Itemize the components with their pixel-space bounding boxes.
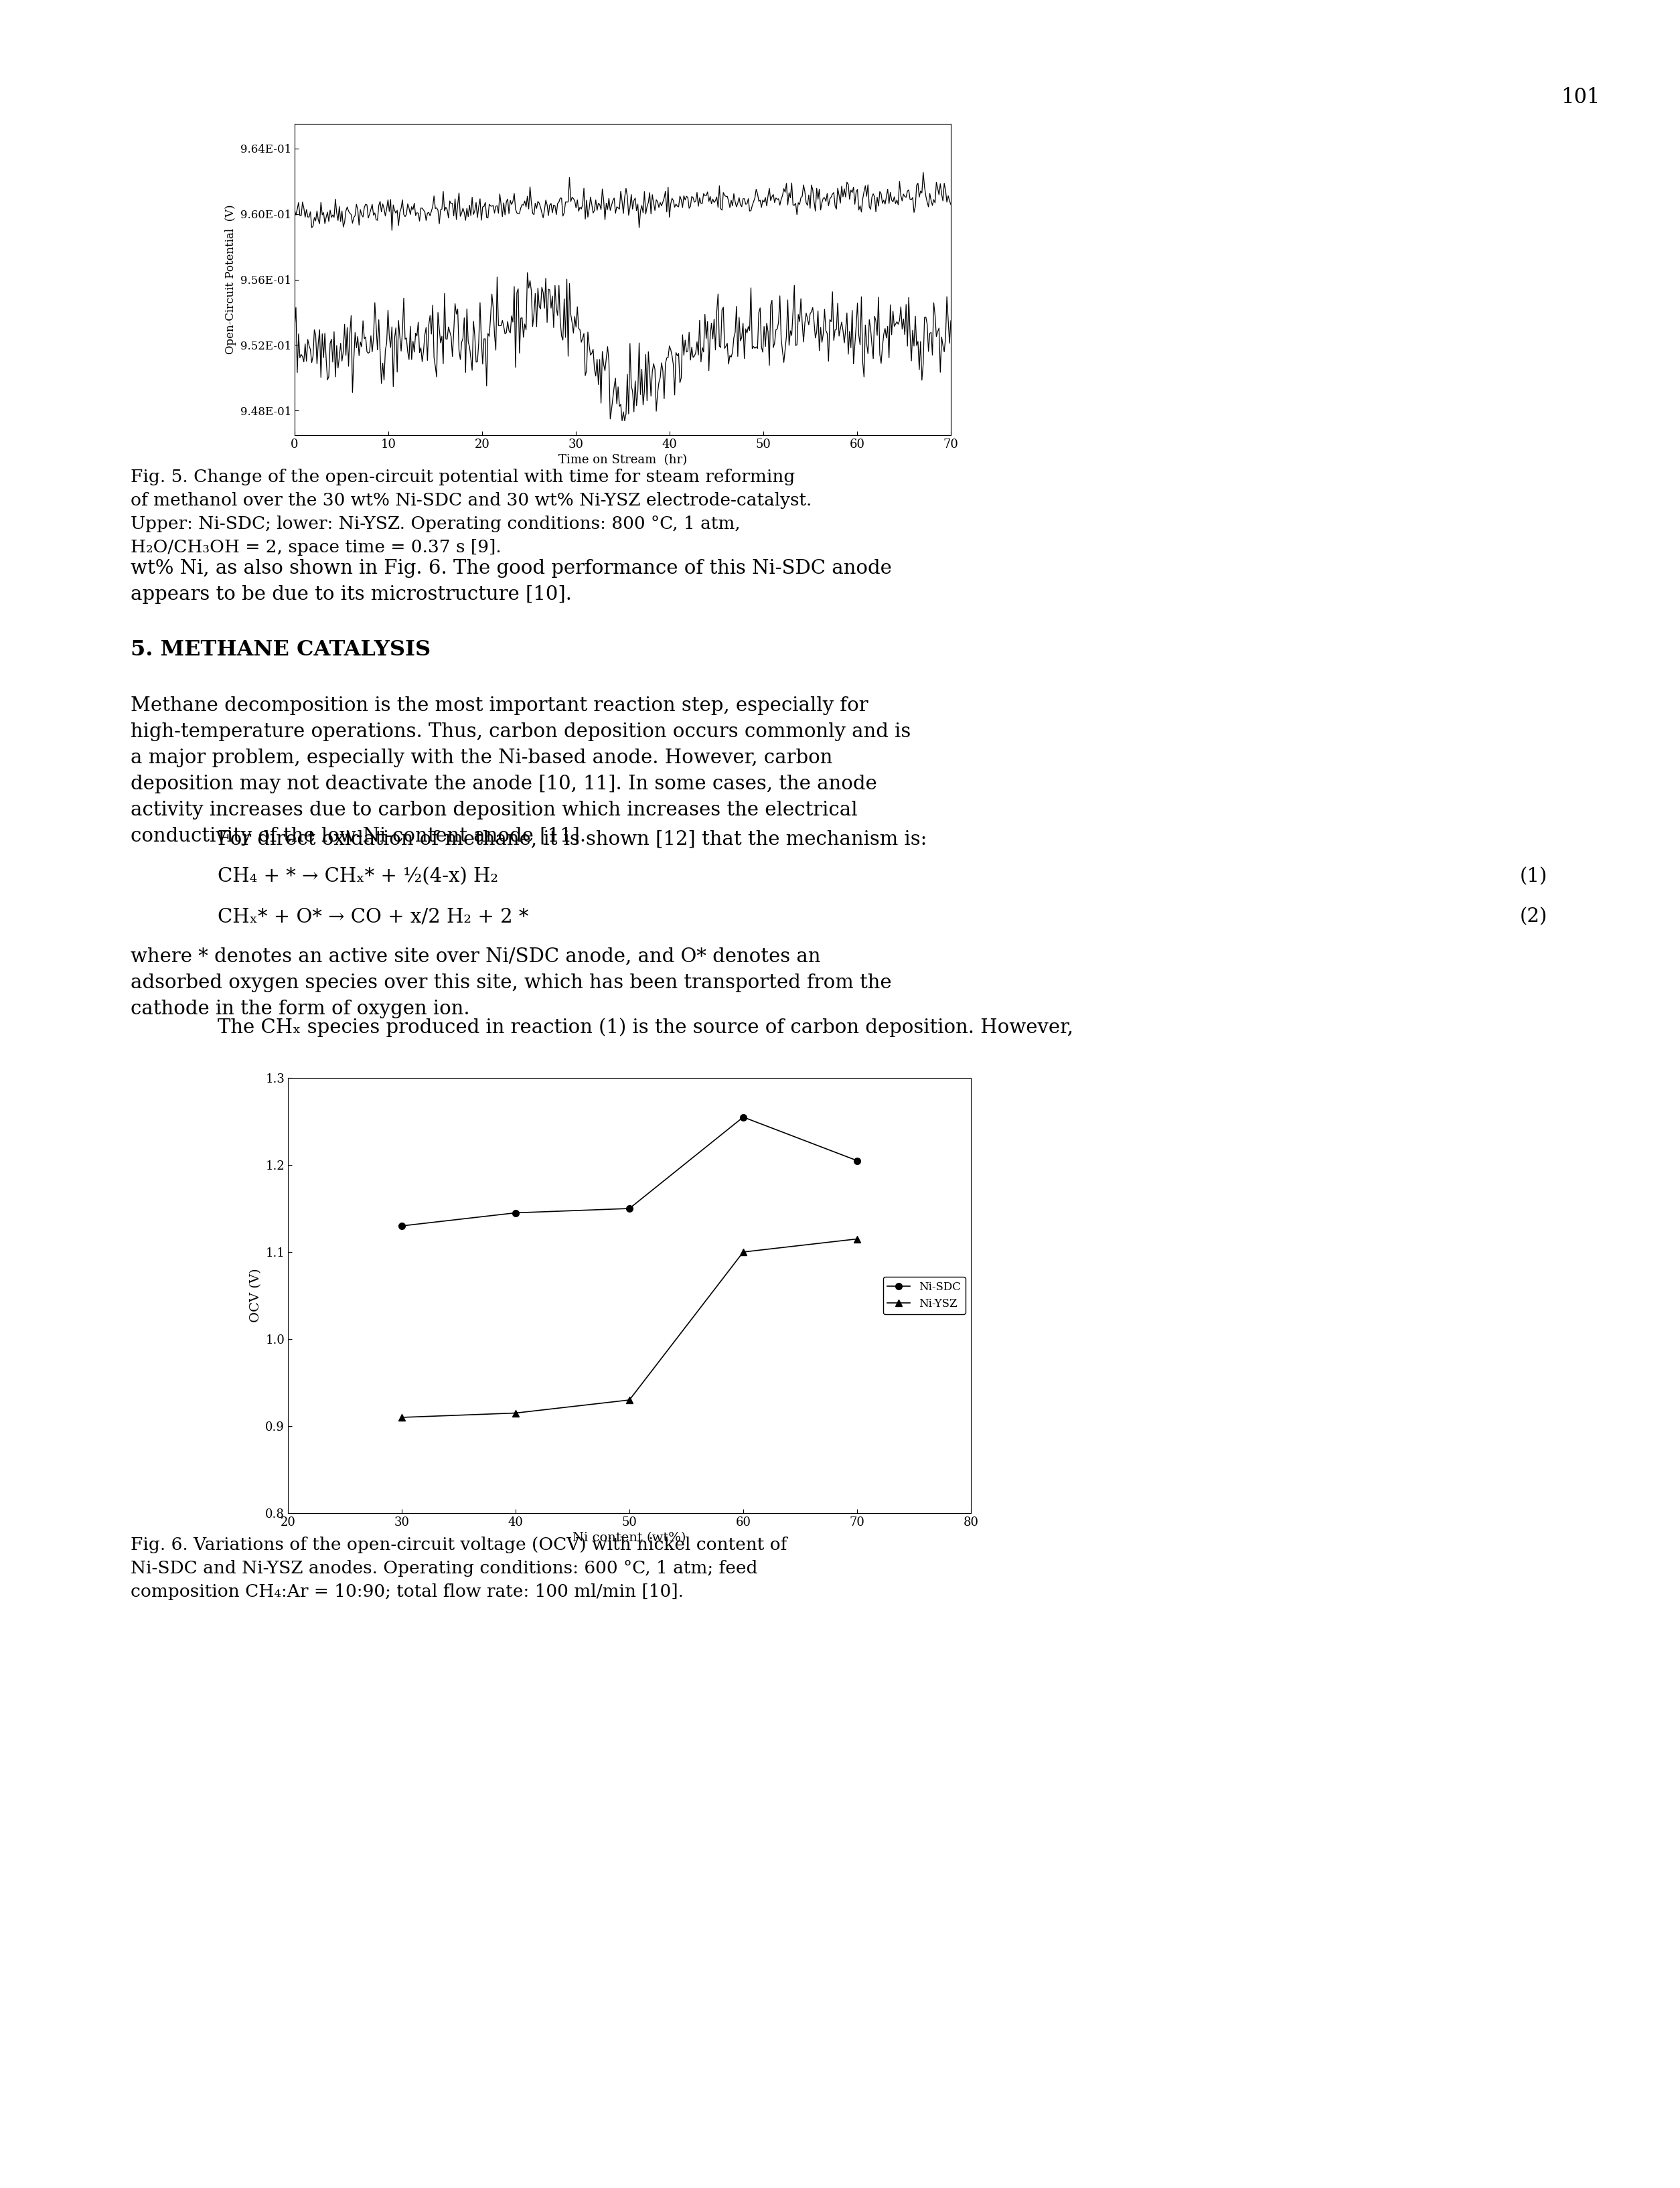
X-axis label: Time on Stream  (hr): Time on Stream (hr)	[558, 455, 687, 466]
Ni-SDC	[847, 1147, 867, 1173]
Text: appears to be due to its microstructure [10].: appears to be due to its microstructure …	[131, 584, 571, 604]
Ni-YSZ	[847, 1225, 867, 1252]
Text: Fig. 6. Variations of the open-circuit voltage (OCV) with nickel content of: Fig. 6. Variations of the open-circuit v…	[131, 1536, 786, 1553]
Text: high-temperature operations. Thus, carbon deposition occurs commonly and is: high-temperature operations. Thus, carbo…	[131, 722, 911, 742]
Text: (2): (2)	[1520, 908, 1547, 926]
Text: conductivity of the low-Ni-content anode [11].: conductivity of the low-Ni-content anode…	[131, 827, 586, 845]
Text: CHₓ* + O* → CO + x/2 H₂ + 2 *: CHₓ* + O* → CO + x/2 H₂ + 2 *	[218, 908, 529, 926]
Legend: Ni-SDC, Ni-YSZ: Ni-SDC, Ni-YSZ	[884, 1278, 966, 1315]
Line: Ni-SDC: Ni-SDC	[398, 1114, 860, 1230]
Text: Fig. 5. Change of the open-circuit potential with time for steam reforming: Fig. 5. Change of the open-circuit poten…	[131, 468, 795, 486]
Text: Methane decomposition is the most important reaction step, especially for: Methane decomposition is the most import…	[131, 696, 869, 715]
Text: CH₄ + * → CHₓ* + ½(4-x) H₂: CH₄ + * → CHₓ* + ½(4-x) H₂	[218, 866, 499, 886]
Line: Ni-YSZ: Ni-YSZ	[398, 1236, 860, 1420]
Text: For direct oxidation of methane, it is shown [12] that the mechanism is:: For direct oxidation of methane, it is s…	[218, 829, 927, 849]
Text: adsorbed oxygen species over this site, which has been transported from the: adsorbed oxygen species over this site, …	[131, 974, 892, 991]
Ni-YSZ	[732, 1238, 753, 1265]
Y-axis label: OCV (V): OCV (V)	[250, 1269, 262, 1322]
Ni-YSZ	[620, 1387, 640, 1413]
Text: of methanol over the 30 wt% Ni-SDC and 30 wt% Ni-YSZ electrode-catalyst.: of methanol over the 30 wt% Ni-SDC and 3…	[131, 492, 811, 510]
Text: activity increases due to carbon deposition which increases the electrical: activity increases due to carbon deposit…	[131, 801, 857, 820]
Text: 101: 101	[1561, 88, 1599, 107]
X-axis label: Ni content (wt%): Ni content (wt%)	[573, 1532, 685, 1545]
Ni-SDC	[506, 1199, 526, 1225]
Text: Ni-SDC and Ni-YSZ anodes. Operating conditions: 600 °C, 1 atm; feed: Ni-SDC and Ni-YSZ anodes. Operating cond…	[131, 1560, 758, 1578]
Ni-SDC	[620, 1195, 640, 1221]
Text: The CHₓ species produced in reaction (1) is the source of carbon deposition. How: The CHₓ species produced in reaction (1)…	[218, 1017, 1074, 1037]
Text: cathode in the form of oxygen ion.: cathode in the form of oxygen ion.	[131, 1000, 470, 1017]
Text: 5. METHANE CATALYSIS: 5. METHANE CATALYSIS	[131, 639, 430, 661]
Text: composition CH₄:Ar = 10:90; total flow rate: 100 ml/min [10].: composition CH₄:Ar = 10:90; total flow r…	[131, 1584, 684, 1599]
Ni-SDC	[732, 1105, 753, 1131]
Ni-YSZ	[391, 1405, 412, 1431]
Text: a major problem, especially with the Ni-based anode. However, carbon: a major problem, especially with the Ni-…	[131, 748, 833, 768]
Text: Upper: Ni-SDC; lower: Ni-YSZ. Operating conditions: 800 °C, 1 atm,: Upper: Ni-SDC; lower: Ni-YSZ. Operating …	[131, 516, 741, 532]
Y-axis label: Open-Circuit Potential  (V): Open-Circuit Potential (V)	[225, 206, 237, 354]
Ni-SDC	[391, 1212, 412, 1238]
Text: H₂O/CH₃OH = 2, space time = 0.37 s [9].: H₂O/CH₃OH = 2, space time = 0.37 s [9].	[131, 538, 501, 556]
Text: deposition may not deactivate the anode [10, 11]. In some cases, the anode: deposition may not deactivate the anode …	[131, 775, 877, 794]
Ni-YSZ	[506, 1400, 526, 1427]
Text: wt% Ni, as also shown in Fig. 6. The good performance of this Ni-SDC anode: wt% Ni, as also shown in Fig. 6. The goo…	[131, 560, 892, 578]
Text: where * denotes an active site over Ni/SDC anode, and O* denotes an: where * denotes an active site over Ni/S…	[131, 947, 820, 967]
Text: (1): (1)	[1520, 866, 1547, 886]
